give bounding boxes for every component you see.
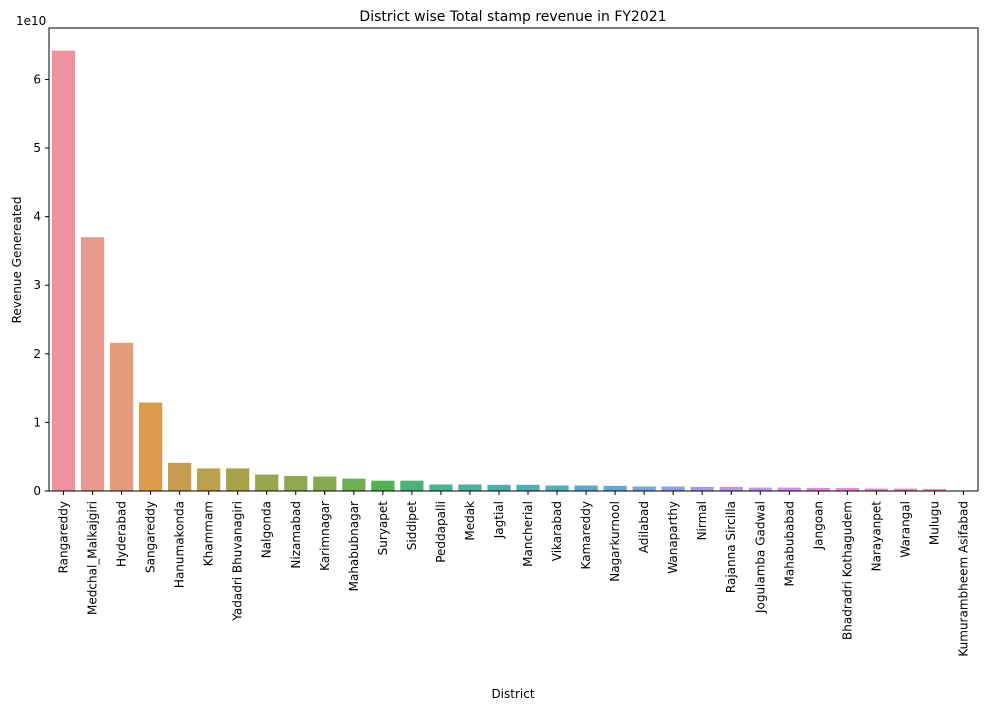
bar-sangareddy: [138, 402, 163, 491]
bar-vikarabad: [545, 485, 569, 491]
x-tick-label: Warangal: [898, 501, 912, 558]
bar-mulugu: [922, 488, 947, 491]
bar-khammam: [197, 468, 221, 491]
x-tick-label: Nagarkurnool: [608, 501, 622, 582]
y-tick-label: 1: [33, 415, 41, 429]
x-tick-label: Bhadradri Kothagudem: [840, 501, 854, 640]
bar-nizamabad: [284, 475, 308, 491]
bar-kamareddy: [574, 485, 598, 491]
x-tick-label: Hyderabad: [115, 501, 129, 567]
y-tick-label: 4: [33, 210, 41, 224]
bar-mahabubabad: [777, 487, 801, 491]
x-tick-label: Narayanpet: [869, 501, 883, 572]
y-tick-label: 5: [33, 141, 41, 155]
bar-medchal-malkajgiri: [80, 237, 105, 491]
bar-adilabad: [632, 486, 656, 491]
bar-jangoan: [806, 487, 830, 491]
bar-narayanpet: [864, 488, 889, 491]
bar-mahabubnagar: [342, 478, 366, 491]
y-offset-label: 1e10: [16, 14, 46, 28]
y-tick-label: 2: [33, 347, 41, 361]
x-tick-label: Kamareddy: [579, 501, 593, 569]
x-tick-label: Mahabubnagar: [347, 501, 361, 591]
bar-yadadri-bhuvanagiri: [226, 468, 250, 491]
x-tick-label: Mancherial: [521, 501, 535, 567]
bar-warangal: [893, 488, 918, 491]
bar-nalgonda: [255, 474, 279, 491]
bar-hanumakonda: [168, 462, 192, 491]
x-tick-label: Vikarabad: [550, 501, 564, 561]
x-tick-label: Jagtial: [492, 501, 506, 539]
bar-wanaparthy: [661, 486, 685, 491]
x-tick-label: Jogulamba Gadwal: [753, 501, 767, 614]
x-tick-label: Suryapet: [376, 501, 390, 556]
x-tick-label: Sangareddy: [144, 501, 158, 573]
bar-bhadradri-kothagudem: [835, 487, 859, 491]
x-tick-label: Rangareddy: [57, 501, 71, 573]
bar-hyderabad: [109, 342, 134, 491]
x-tick-label: Nirmal: [695, 501, 709, 540]
bar-medak: [458, 484, 482, 491]
x-tick-label: Adilabad: [637, 501, 651, 553]
bar-mancherial: [516, 484, 540, 491]
bar-suryapet: [371, 480, 395, 491]
x-axis-label: District: [491, 687, 534, 701]
plot-frame: [48, 27, 979, 492]
x-tick-label: Medak: [463, 501, 477, 541]
x-tick-label: Hanumakonda: [173, 501, 187, 588]
x-tick-label: Yadadri Bhuvanagiri: [231, 501, 245, 622]
x-tick-label: Kumurambheem Asifabad: [956, 501, 970, 657]
chart-title: District wise Total stamp revenue in FY2…: [359, 9, 666, 25]
x-tick-label: Wanaparthy: [666, 501, 680, 574]
bar-nirmal: [690, 486, 714, 491]
bar-karimnagar: [313, 476, 337, 491]
y-tick-label: 0: [33, 484, 41, 498]
x-tick-label: Mahabubabad: [782, 501, 796, 586]
bar-siddipet: [400, 480, 424, 491]
x-tick-label: Nizamabad: [289, 501, 303, 569]
bar-rangareddy: [51, 50, 76, 491]
x-tick-label: Karimnagar: [318, 501, 332, 571]
bar-nagarkurnool: [603, 485, 627, 491]
x-tick-label: Peddapalli: [434, 501, 448, 563]
x-tick-label: Mulugu: [927, 501, 941, 545]
x-tick-label: Siddipet: [405, 501, 419, 551]
bar-peddapalli: [429, 484, 453, 491]
y-axis-label: Revenue Genereated: [10, 197, 24, 324]
x-tick-label: Medchal_Malkajgiri: [86, 501, 100, 615]
bar-jagtial: [487, 484, 511, 491]
x-tick-label: Rajanna Sircilla: [724, 501, 738, 593]
x-tick-label: Nalgonda: [260, 501, 274, 558]
x-tick-label: Jangoan: [811, 501, 825, 550]
y-tick-label: 6: [33, 72, 41, 86]
bar-rajanna-sircilla: [719, 486, 743, 491]
bar-jogulamba-gadwal: [748, 487, 772, 491]
y-tick-label: 3: [33, 278, 41, 292]
x-tick-label: Khammam: [202, 501, 216, 566]
